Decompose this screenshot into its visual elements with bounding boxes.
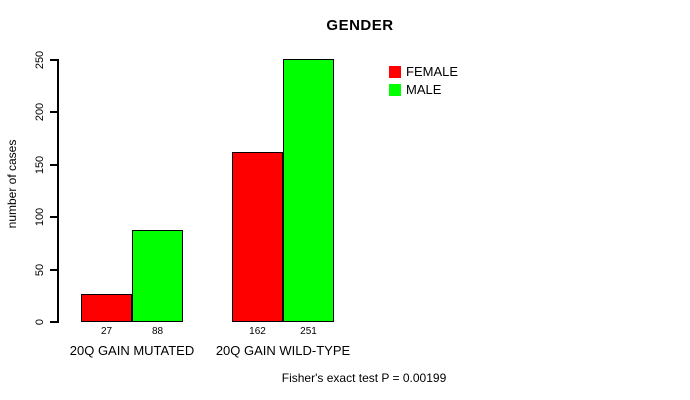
bar-value-label: 88	[151, 326, 164, 337]
fisher-test-annotation: Fisher's exact test P = 0.00199	[281, 371, 447, 385]
bar-male-group2	[283, 58, 334, 322]
bar-value-label: 162	[249, 326, 266, 337]
y-axis-tick	[50, 216, 57, 219]
y-axis-tick-label: 250	[34, 50, 46, 70]
y-axis-line	[57, 59, 59, 323]
y-axis-tick	[50, 163, 57, 166]
legend-swatch-male	[389, 83, 401, 96]
y-axis-tick-label: 50	[34, 263, 46, 276]
category-label: 20Q GAIN MUTATED	[69, 343, 195, 358]
legend-item-male: MALE	[389, 82, 458, 97]
y-axis-tick-label: 200	[34, 103, 46, 122]
bar-value-label: 251	[300, 326, 317, 337]
y-axis-tick	[50, 59, 57, 61]
y-axis-tick	[50, 321, 57, 323]
y-axis-tick	[50, 111, 57, 114]
bar-male-group1	[132, 229, 183, 322]
legend: FEMALE MALE	[389, 64, 458, 97]
y-axis-tick-label: 0	[34, 318, 46, 326]
bar-female-group1	[81, 293, 132, 322]
chart-title: GENDER	[326, 17, 394, 34]
y-axis-tick-label: 100	[34, 208, 46, 227]
legend-item-female: FEMALE	[389, 64, 458, 79]
y-axis-tick-label: 150	[34, 155, 46, 174]
legend-swatch-female	[389, 65, 401, 78]
bar-female-group2	[232, 152, 283, 322]
legend-label: FEMALE	[406, 64, 459, 79]
y-axis-tick	[50, 268, 57, 271]
legend-label: MALE	[406, 82, 442, 97]
category-label: 20Q GAIN WILD-TYPE	[215, 343, 351, 358]
bar-value-label: 27	[100, 326, 113, 337]
y-axis-label: number of cases	[5, 139, 19, 229]
